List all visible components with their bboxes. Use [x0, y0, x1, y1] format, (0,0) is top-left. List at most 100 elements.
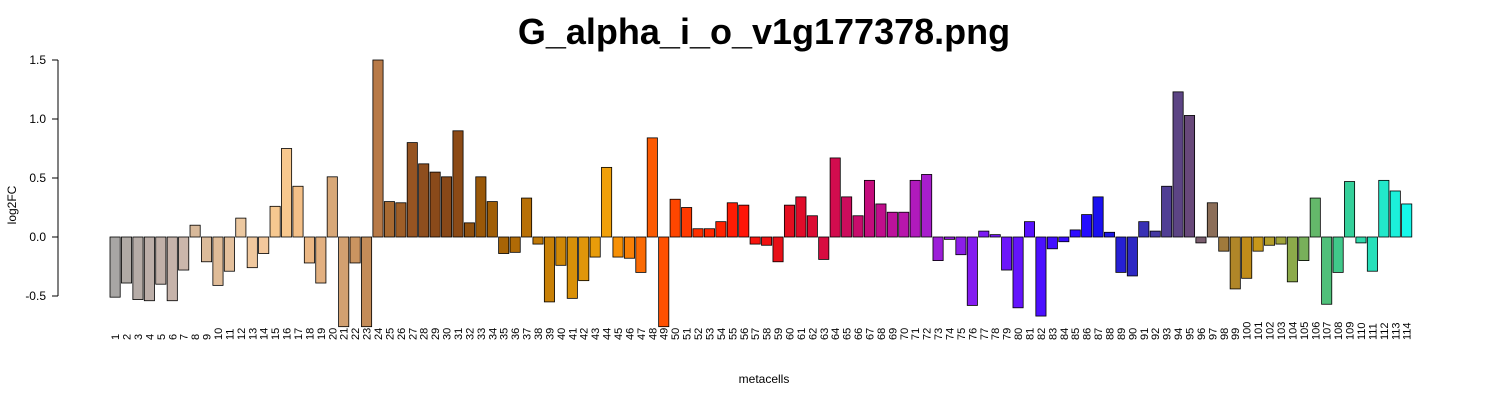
bar-108 — [1332, 236, 1344, 273]
bar-89 — [1115, 236, 1127, 273]
x-tick-label: 40 — [556, 328, 568, 340]
x-tick-label: 8 — [190, 334, 202, 340]
bar-83 — [1046, 236, 1058, 250]
bar-10 — [212, 236, 224, 286]
bar-78 — [989, 234, 1001, 238]
bar-5 — [155, 236, 167, 285]
x-tick-label: 75 — [956, 328, 968, 340]
x-tick-label: 7 — [179, 334, 191, 340]
x-tick-label: 58 — [762, 328, 774, 340]
bar-86 — [1081, 214, 1093, 238]
bar-13 — [246, 236, 258, 269]
bar-72 — [921, 174, 933, 238]
x-tick-label: 24 — [373, 328, 385, 340]
x-tick-label: 38 — [533, 328, 545, 340]
bar-26 — [395, 202, 407, 238]
bar-95 — [1184, 115, 1196, 238]
bar-47 — [635, 236, 647, 273]
bar-17 — [292, 185, 304, 238]
x-tick-label: 103 — [1276, 322, 1288, 340]
x-tick-label: 36 — [510, 328, 522, 340]
x-tick-label: 19 — [316, 328, 328, 340]
bar-44 — [601, 166, 613, 238]
bar-28 — [418, 163, 430, 238]
bar-69 — [886, 211, 898, 238]
bar-61 — [795, 196, 807, 238]
x-tick-label: 44 — [602, 328, 614, 340]
bar-49 — [658, 236, 670, 328]
bar-40 — [555, 236, 567, 266]
bar-88 — [1104, 231, 1116, 238]
bar-107 — [1321, 236, 1333, 305]
x-tick-label: 39 — [544, 328, 556, 340]
bar-58 — [761, 236, 773, 246]
x-tick-label: 15 — [270, 328, 282, 340]
bar-105 — [1298, 236, 1310, 262]
bar-99 — [1229, 236, 1241, 290]
x-tick-label: 94 — [1173, 328, 1185, 340]
x-tick-label: 62 — [807, 328, 819, 340]
x-tick-label: 17 — [293, 328, 305, 340]
x-tick-label: 59 — [773, 328, 785, 340]
x-tick-label: 12 — [236, 328, 248, 340]
x-tick-label: 109 — [1345, 322, 1357, 340]
x-tick-label: 76 — [967, 328, 979, 340]
bar-29 — [429, 171, 441, 238]
bar-24 — [372, 59, 384, 238]
x-tick-label: 66 — [853, 328, 865, 340]
bar-63 — [818, 236, 830, 260]
x-tick-label: 84 — [1059, 328, 1071, 340]
x-tick-label: 61 — [796, 328, 808, 340]
bar-2 — [121, 236, 133, 284]
x-tick-label: 27 — [407, 328, 419, 340]
bar-51 — [681, 207, 693, 238]
y-axis: -0.5 0.0 0.5 1.0 1.5 — [25, 53, 59, 303]
y-tick-label: -0.5 — [25, 289, 46, 303]
bar-68 — [875, 203, 887, 238]
bar-82 — [1035, 236, 1047, 317]
x-tick-label: 65 — [842, 328, 854, 340]
x-tick-label: 104 — [1287, 322, 1299, 340]
bar-113 — [1389, 190, 1401, 238]
x-tick-label: 90 — [1127, 328, 1139, 340]
x-tick-label: 57 — [750, 328, 762, 340]
x-tick-label: 78 — [990, 328, 1002, 340]
bar-12 — [235, 217, 247, 238]
x-tick-label: 2 — [122, 334, 134, 340]
bar-64 — [829, 157, 841, 238]
bar-57 — [749, 236, 761, 245]
bar-74 — [943, 236, 955, 240]
bar-81 — [1024, 221, 1036, 238]
x-tick-label: 23 — [362, 328, 374, 340]
x-tick-label: 82 — [1036, 328, 1048, 340]
bar-27 — [406, 142, 418, 238]
bar-31 — [452, 130, 464, 238]
x-tick-label: 26 — [396, 328, 408, 340]
bar-15 — [269, 205, 281, 238]
bar-54 — [715, 221, 727, 238]
bar-76 — [966, 236, 978, 306]
x-tick-label: 53 — [704, 328, 716, 340]
bar-11 — [223, 236, 235, 272]
y-tick-label: 0.5 — [29, 171, 46, 185]
bar-79 — [1001, 236, 1013, 271]
bar-102 — [1264, 236, 1276, 246]
x-tick-label: 67 — [864, 328, 876, 340]
bar-39 — [543, 236, 555, 303]
y-tick-label: 1.0 — [29, 112, 46, 126]
bar-91 — [1138, 221, 1150, 238]
x-tick-label: 95 — [1185, 328, 1197, 340]
bar-66 — [852, 215, 864, 238]
x-tick-label: 9 — [202, 334, 214, 340]
x-tick-label: 45 — [613, 328, 625, 340]
x-tick-label: 10 — [213, 328, 225, 340]
x-tick-label: 105 — [1299, 322, 1311, 340]
x-tick-label: 47 — [636, 328, 648, 340]
bar-1 — [109, 236, 121, 298]
bar-32 — [463, 222, 475, 238]
x-tick-label: 42 — [579, 328, 591, 340]
bar-4 — [143, 236, 155, 302]
bar-92 — [1149, 230, 1161, 238]
bar-7 — [178, 236, 190, 271]
bar-22 — [349, 236, 361, 264]
